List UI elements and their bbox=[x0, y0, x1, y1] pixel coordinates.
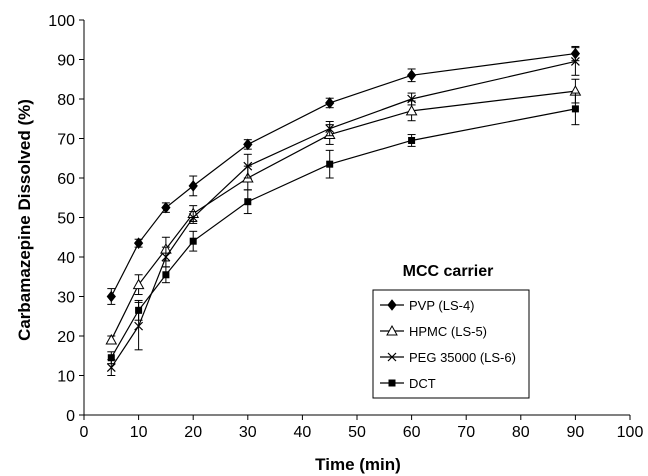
x-tick-label: 10 bbox=[130, 424, 148, 441]
series-1 bbox=[106, 45, 581, 305]
data-point bbox=[325, 97, 335, 109]
data-point bbox=[571, 105, 579, 113]
data-point bbox=[107, 354, 115, 362]
legend-marker bbox=[387, 352, 397, 362]
x-tick-label: 20 bbox=[184, 424, 202, 441]
y-tick-label: 50 bbox=[57, 211, 75, 228]
data-point bbox=[406, 69, 417, 82]
x-tick-label: 50 bbox=[348, 424, 366, 441]
series-3 bbox=[106, 47, 580, 376]
data-point bbox=[134, 321, 144, 331]
legend-marker bbox=[386, 324, 398, 336]
series-line bbox=[110, 60, 576, 368]
legend-label: DCT bbox=[409, 376, 436, 391]
y-tick-label: 10 bbox=[57, 369, 75, 386]
x-tick-label: 40 bbox=[294, 424, 312, 441]
y-tick-label: 60 bbox=[57, 171, 75, 188]
data-point bbox=[244, 198, 252, 206]
x-tick-label: 90 bbox=[567, 424, 585, 441]
y-tick-label: 40 bbox=[57, 250, 75, 267]
x-marker-stroke bbox=[325, 124, 335, 134]
data-point bbox=[106, 290, 116, 303]
y-tick-label: 20 bbox=[57, 329, 75, 346]
x-marker-stroke bbox=[161, 252, 171, 262]
legend: MCC carrier PVP (LS-4) HPMC (LS-5) PEG 350… bbox=[372, 263, 530, 399]
y-tick-label: 100 bbox=[48, 13, 75, 30]
series-layer bbox=[105, 45, 582, 376]
data-point bbox=[188, 213, 198, 222]
legend-title: MCC carrier bbox=[403, 263, 494, 280]
x-tick-label: 80 bbox=[512, 424, 530, 441]
x-marker-stroke bbox=[134, 321, 144, 331]
y-tick-label: 0 bbox=[66, 408, 75, 425]
series-4 bbox=[107, 92, 580, 365]
legend-box bbox=[372, 289, 530, 399]
x-marker-stroke bbox=[570, 57, 580, 66]
series-line bbox=[110, 52, 576, 297]
y-axis-title: Carbamazepine Dissolved (%) bbox=[15, 99, 34, 341]
data-point bbox=[132, 278, 145, 290]
y-tick-label: 30 bbox=[57, 290, 75, 307]
legend-label: HPMC (LS-5) bbox=[409, 324, 487, 339]
data-point bbox=[570, 57, 580, 66]
x-marker-stroke bbox=[387, 352, 397, 362]
data-point bbox=[189, 237, 197, 245]
x-axis-title: Time (min) bbox=[315, 455, 401, 474]
data-point bbox=[161, 252, 171, 262]
legend-marker bbox=[388, 379, 396, 387]
data-point bbox=[326, 160, 334, 168]
data-point bbox=[161, 201, 171, 214]
legend-item-3: PEG 35000 (LS-6) bbox=[380, 350, 516, 365]
y-tick-label: 80 bbox=[57, 92, 75, 109]
data-point bbox=[243, 161, 253, 171]
data-point bbox=[135, 306, 143, 314]
data-point bbox=[408, 136, 416, 144]
y-tick-label: 70 bbox=[57, 132, 75, 149]
data-point bbox=[133, 237, 144, 249]
x-tick-label: 70 bbox=[457, 424, 475, 441]
x-tick-label: 30 bbox=[239, 424, 257, 441]
series-line bbox=[110, 90, 576, 341]
legend-item-4: DCT bbox=[380, 376, 436, 391]
axes: 0 10 20 30 40 50 60 70 80 90 100 0 10 20 30 40 50 60 70 80 9… bbox=[48, 13, 643, 441]
series-line bbox=[110, 108, 576, 359]
x-marker-stroke bbox=[188, 213, 198, 222]
data-point bbox=[243, 138, 253, 151]
x-marker-stroke bbox=[407, 94, 417, 104]
x-tick-label: 100 bbox=[617, 424, 644, 441]
data-point bbox=[407, 94, 417, 104]
y-tick-label: 90 bbox=[57, 53, 75, 70]
data-point bbox=[325, 124, 335, 134]
legend-label: PVP (LS-4) bbox=[409, 298, 475, 313]
data-point bbox=[106, 363, 116, 373]
x-tick-label: 60 bbox=[403, 424, 421, 441]
data-point bbox=[162, 271, 170, 279]
x-tick-label: 0 bbox=[80, 424, 89, 441]
data-point bbox=[405, 104, 418, 116]
legend-item-1: PVP (LS-4) bbox=[380, 298, 475, 313]
data-point bbox=[188, 180, 198, 192]
legend-marker bbox=[387, 299, 397, 311]
data-point bbox=[105, 333, 118, 345]
legend-item-2: HPMC (LS-5) bbox=[380, 324, 487, 339]
legend-label: PEG 35000 (LS-6) bbox=[409, 350, 516, 365]
x-marker-stroke bbox=[243, 161, 253, 171]
x-marker-stroke bbox=[106, 363, 116, 373]
